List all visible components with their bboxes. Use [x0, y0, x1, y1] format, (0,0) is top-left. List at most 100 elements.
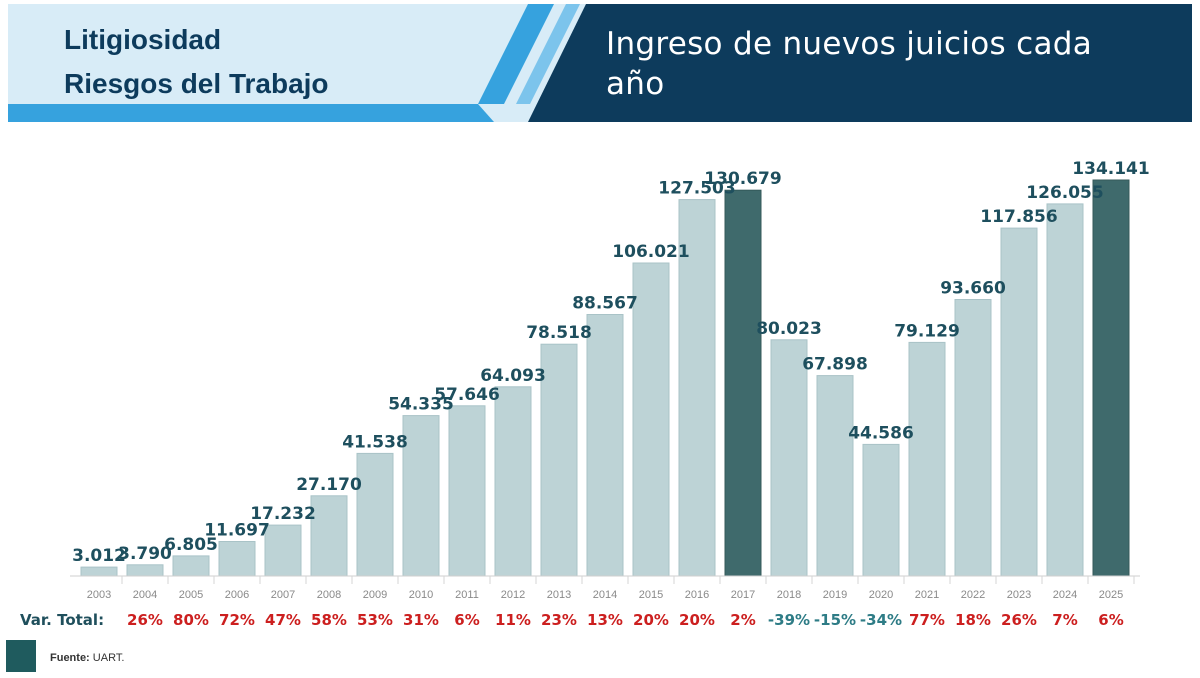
variation-value-2020: -34%	[859, 611, 903, 629]
source-note: Fuente: UART.	[50, 652, 124, 664]
variation-value-2006: 72%	[219, 611, 255, 629]
value-label-2016: 127.503	[658, 179, 735, 199]
x-tick-label-2004: 2004	[133, 589, 157, 600]
variation-label: Var. Total:	[20, 611, 105, 629]
value-label-2015: 106.021	[612, 242, 689, 262]
bar-2024	[1046, 203, 1084, 577]
x-tick-label-2005: 2005	[179, 589, 203, 600]
bar-2005	[172, 555, 210, 577]
bar-2022	[954, 299, 992, 577]
bar-2009	[356, 452, 394, 577]
x-tick-label-2007: 2007	[271, 589, 295, 600]
variation-value-2010: 31%	[403, 611, 439, 629]
x-tick-label-2024: 2024	[1053, 589, 1077, 600]
value-label-2013: 78.518	[526, 323, 592, 343]
source-label: Fuente:	[50, 652, 90, 664]
header-background	[8, 4, 1192, 122]
header-diagonal-stripe-2	[516, 4, 580, 104]
value-label-2008: 27.170	[296, 475, 362, 495]
footer-color-swatch	[6, 640, 36, 672]
bar-2004	[126, 564, 164, 577]
value-label-2012: 64.093	[480, 366, 546, 386]
variation-value-2024: 7%	[1052, 611, 1078, 629]
x-tick-label-2012: 2012	[501, 589, 525, 600]
value-label-2003: 3.012	[72, 546, 126, 566]
x-ticks-layer: 2003 2004 2005 2006 2007 2008 2009 2010 2011 2012…	[87, 576, 1135, 600]
variation-value-2021: 77%	[909, 611, 945, 629]
value-label-2024: 126.055	[1026, 183, 1103, 203]
bar-2018	[770, 339, 808, 577]
value-label-2005: 6.805	[164, 535, 218, 555]
value-label-2010: 54.335	[388, 395, 454, 415]
x-tick-label-2015: 2015	[639, 589, 663, 600]
x-tick-label-2022: 2022	[961, 589, 985, 600]
bar-2021	[908, 341, 946, 577]
x-tick-label-2013: 2013	[547, 589, 571, 600]
x-tick-label-2020: 2020	[869, 589, 893, 600]
variation-value-2011: 6%	[454, 611, 480, 629]
header-diagonal-stripe-1	[478, 4, 554, 104]
x-tick-label-2008: 2008	[317, 589, 341, 600]
x-tick-label-2010: 2010	[409, 589, 433, 600]
value-label-2004: 3.790	[118, 544, 172, 564]
bar-2008	[310, 495, 348, 577]
variation-value-2013: 23%	[541, 611, 577, 629]
variation-value-2009: 53%	[357, 611, 393, 629]
value-label-2023: 117.856	[980, 207, 1057, 227]
value-label-2006: 11.697	[204, 521, 270, 541]
bar-2020	[862, 443, 900, 577]
variation-value-2018: -39%	[767, 611, 811, 629]
header-title-line2: Riesgos del Trabajo	[64, 68, 329, 99]
x-tick-label-2018: 2018	[777, 589, 801, 600]
bar-2010	[402, 415, 440, 577]
x-tick-label-2006: 2006	[225, 589, 249, 600]
variation-value-2007: 47%	[265, 611, 301, 629]
bar-2007	[264, 524, 302, 577]
value-label-2019: 67.898	[802, 355, 868, 375]
bar-2023	[1000, 227, 1038, 577]
x-tick-label-2025: 2025	[1099, 589, 1123, 600]
value-label-2017: 130.679	[704, 169, 781, 189]
header-subtitle: Ingreso de nuevos juicios cada año	[606, 24, 1166, 104]
bar-2025	[1092, 179, 1130, 577]
variation-value-2014: 13%	[587, 611, 623, 629]
variation-value-2025: 6%	[1098, 611, 1124, 629]
bar-2017	[724, 189, 762, 577]
value-label-2009: 41.538	[342, 432, 408, 452]
value-label-2018: 80.023	[756, 319, 822, 339]
bar-2019	[816, 375, 854, 577]
header-dark-panel	[528, 4, 1192, 122]
bar-2015	[632, 262, 670, 577]
value-label-2011: 57.646	[434, 385, 500, 405]
value-label-2025: 134.141	[1072, 159, 1149, 179]
x-tick-label-2011: 2011	[455, 589, 479, 600]
x-tick-label-2009: 2009	[363, 589, 387, 600]
bar-2003	[80, 566, 118, 577]
value-label-2022: 93.660	[940, 279, 1006, 299]
variation-value-2023: 26%	[1001, 611, 1037, 629]
x-tick-label-2019: 2019	[823, 589, 847, 600]
bar-2006	[218, 541, 256, 577]
source-value: UART.	[92, 652, 125, 664]
bar-2011	[448, 405, 486, 577]
value-label-2020: 44.586	[848, 423, 914, 443]
bar-chart: 2003 2004 2005 2006 2007 2008 2009 2010 2011 2012…	[70, 159, 1150, 600]
variation-value-2022: 18%	[955, 611, 991, 629]
value-label-2014: 88.567	[572, 294, 638, 314]
variation-value-2017: 2%	[730, 611, 756, 629]
header-title-line1: Litigiosidad	[64, 24, 222, 55]
variation-row: Var. Total: 26% 80% 72% 47% 58% 53% 31% 6% 11% 23…	[0, 600, 1200, 640]
bars-layer	[80, 179, 1130, 577]
header-banner: Litigiosidad Riesgos del Trabajo Ingreso…	[8, 4, 1192, 122]
x-tick-label-2014: 2014	[593, 589, 617, 600]
variation-value-2012: 11%	[495, 611, 531, 629]
variation-value-2008: 58%	[311, 611, 347, 629]
x-tick-label-2023: 2023	[1007, 589, 1031, 600]
value-label-2007: 17.232	[250, 504, 316, 524]
variation-value-2015: 20%	[633, 611, 669, 629]
variation-value-2019: -15%	[813, 611, 857, 629]
value-label-2021: 79.129	[894, 321, 960, 341]
x-tick-label-2016: 2016	[685, 589, 709, 600]
header-bottom-stripe	[8, 104, 494, 122]
header-subtitle-line2: año	[606, 66, 665, 102]
